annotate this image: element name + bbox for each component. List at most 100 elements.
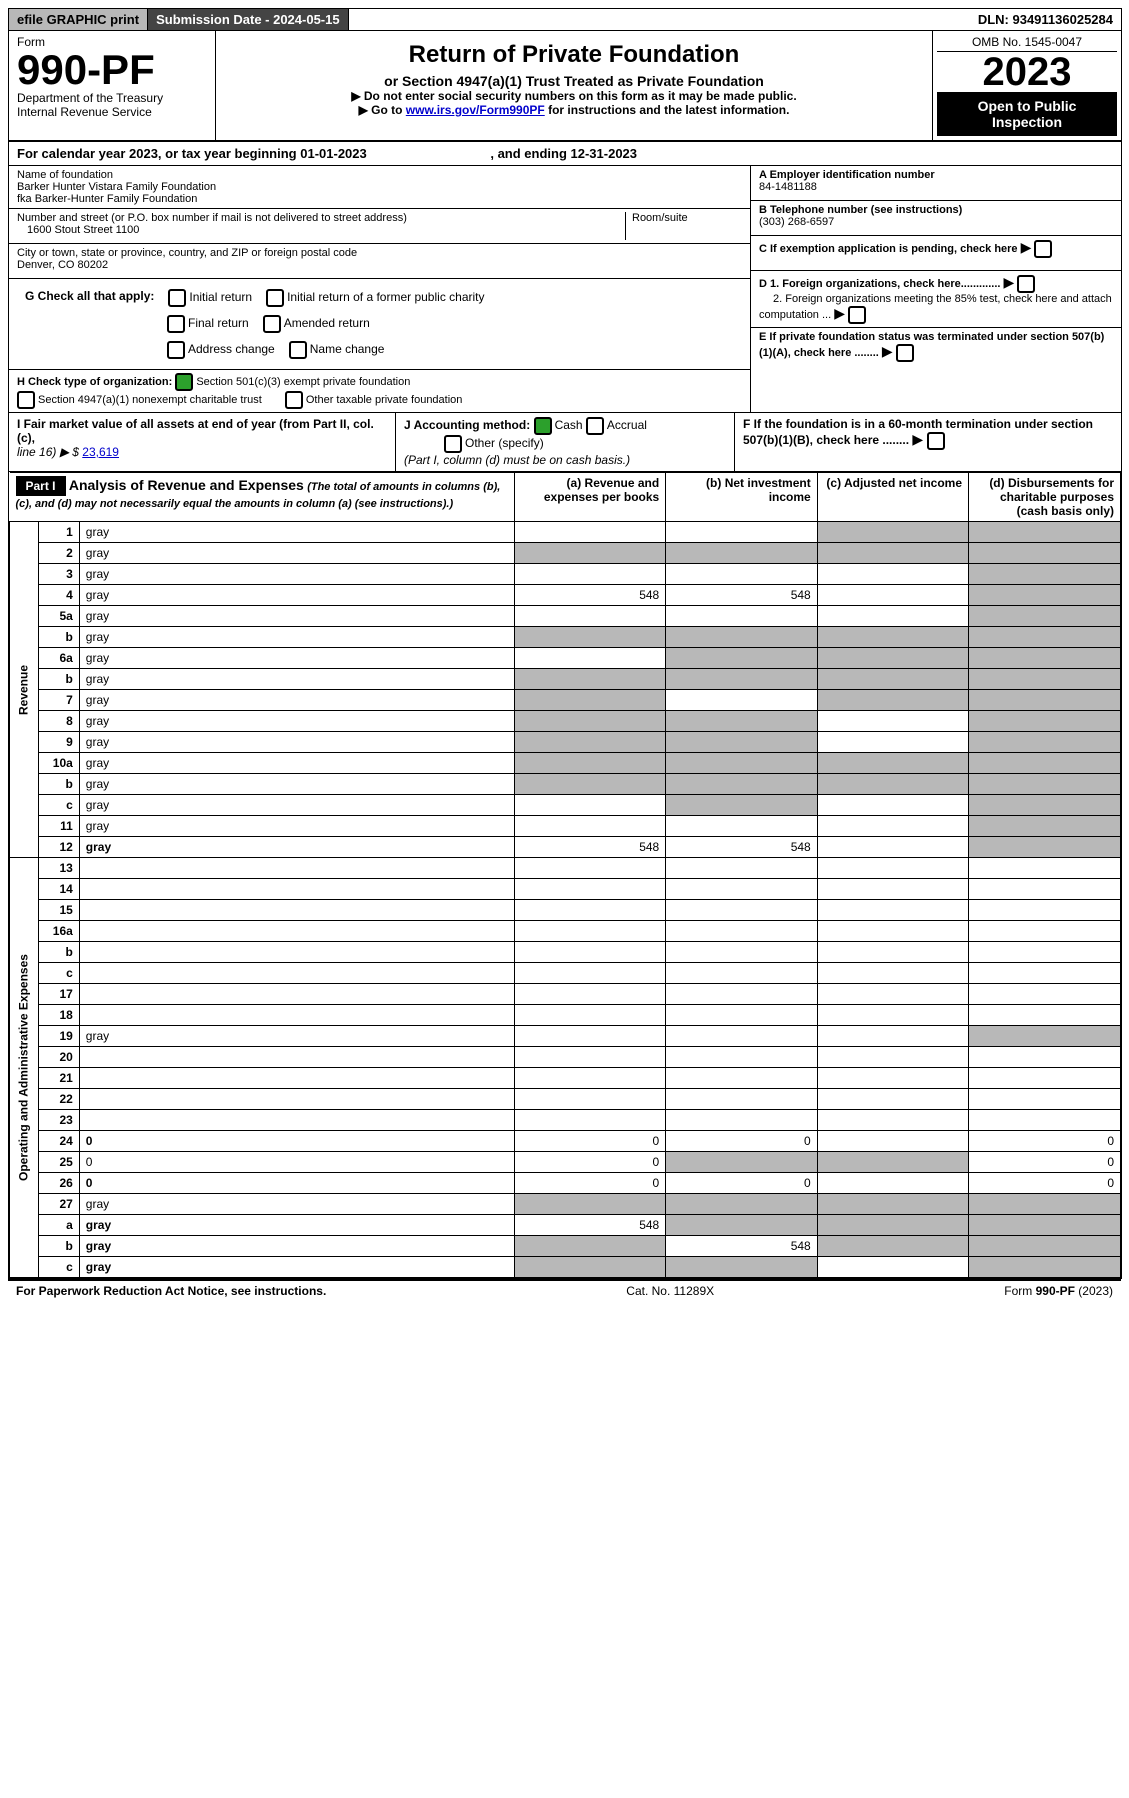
- row-num: 4: [38, 585, 79, 606]
- cb-4947[interactable]: [17, 391, 35, 409]
- cell-b: [666, 1152, 818, 1173]
- h-label: H Check type of organization:: [17, 376, 172, 388]
- cell-d: [969, 795, 1121, 816]
- cell-c: [817, 795, 968, 816]
- col-b: (b) Net investment income: [666, 473, 818, 522]
- row-num: 20: [38, 1047, 79, 1068]
- cell-a: [514, 732, 665, 753]
- row-desc: [79, 984, 514, 1005]
- cell-a: [514, 711, 665, 732]
- footer: For Paperwork Reduction Act Notice, see …: [8, 1279, 1121, 1301]
- cb-d1[interactable]: [1017, 275, 1035, 293]
- row-desc: gray: [79, 543, 514, 564]
- cell-c: [817, 1194, 968, 1215]
- cell-b: [666, 1257, 818, 1278]
- cell-b: [666, 1047, 818, 1068]
- cell-c: [817, 963, 968, 984]
- cell-d: [969, 627, 1121, 648]
- part1-heading: Analysis of Revenue and Expenses: [69, 477, 304, 493]
- cb-c[interactable]: [1034, 240, 1052, 258]
- info-block: Name of foundation Barker Hunter Vistara…: [9, 166, 1121, 413]
- part1-table: Part I Analysis of Revenue and Expenses …: [9, 472, 1121, 1278]
- row-ijf: I Fair market value of all assets at end…: [9, 413, 1121, 472]
- cell-c: [817, 669, 968, 690]
- cb-other[interactable]: [444, 435, 462, 453]
- row-desc: [79, 1110, 514, 1131]
- foundation-name1: Barker Hunter Vistara Family Foundation: [17, 181, 742, 193]
- cell-a: [514, 1257, 665, 1278]
- irs-link[interactable]: www.irs.gov/Form990PF: [406, 103, 545, 117]
- row-num: b: [38, 669, 79, 690]
- cb-e[interactable]: [896, 344, 914, 362]
- inst2-post: for instructions and the latest informat…: [545, 103, 790, 117]
- cb-d2[interactable]: [848, 306, 866, 324]
- cell-c: [817, 753, 968, 774]
- cell-d: [969, 921, 1121, 942]
- cell-a: [514, 774, 665, 795]
- cell-c: [817, 1026, 968, 1047]
- fmv-link[interactable]: 23,619: [82, 445, 119, 459]
- row-desc: gray: [79, 1257, 514, 1278]
- cell-d: [969, 711, 1121, 732]
- footer-right: Form 990-PF (2023): [1004, 1284, 1113, 1298]
- cell-c: [817, 837, 968, 858]
- cb-final[interactable]: [167, 315, 185, 333]
- cell-b: [666, 1110, 818, 1131]
- cell-a: [514, 753, 665, 774]
- row-num: b: [38, 1236, 79, 1257]
- efile-label[interactable]: efile GRAPHIC print: [9, 9, 148, 30]
- cb-initial-former[interactable]: [266, 289, 284, 307]
- cell-d: [969, 690, 1121, 711]
- cb-amended[interactable]: [263, 315, 281, 333]
- row-desc: [79, 942, 514, 963]
- cell-c: [817, 879, 968, 900]
- cb-accrual[interactable]: [586, 417, 604, 435]
- cb-initial[interactable]: [168, 289, 186, 307]
- cb-cash[interactable]: [534, 417, 552, 435]
- row-num: 8: [38, 711, 79, 732]
- cb-f[interactable]: [927, 432, 945, 450]
- cell-c: [817, 564, 968, 585]
- row-num: 10a: [38, 753, 79, 774]
- row-desc: [79, 858, 514, 879]
- row-desc: gray: [79, 1215, 514, 1236]
- dept: Department of the Treasury: [17, 91, 207, 105]
- row-num: 16a: [38, 921, 79, 942]
- row-num: b: [38, 774, 79, 795]
- row-num: 19: [38, 1026, 79, 1047]
- cb-other-tax[interactable]: [285, 391, 303, 409]
- cb-namechg[interactable]: [289, 341, 307, 359]
- i-label: I Fair market value of all assets at end…: [17, 417, 374, 445]
- cell-d: 0: [969, 1131, 1121, 1152]
- row-num: 1: [38, 522, 79, 543]
- row-num: 3: [38, 564, 79, 585]
- cell-a: 548: [514, 837, 665, 858]
- row-desc: [79, 1005, 514, 1026]
- cell-d: 0: [969, 1152, 1121, 1173]
- instruction-2: ▶ Go to www.irs.gov/Form990PF for instru…: [222, 103, 926, 117]
- cell-a: [514, 606, 665, 627]
- cb-addrchg[interactable]: [167, 341, 185, 359]
- cell-b: [666, 1215, 818, 1236]
- row-num: c: [38, 963, 79, 984]
- cell-a: [514, 921, 665, 942]
- cell-b: 0: [666, 1131, 818, 1152]
- row-num: 2: [38, 543, 79, 564]
- row-desc: gray: [79, 816, 514, 837]
- cell-d: [969, 900, 1121, 921]
- row-num: 17: [38, 984, 79, 1005]
- inst2-pre: ▶ Go to: [359, 103, 406, 117]
- cell-b: [666, 711, 818, 732]
- cell-c: [817, 1005, 968, 1026]
- cb-501c3[interactable]: [175, 373, 193, 391]
- cell-b: [666, 627, 818, 648]
- cell-c: [817, 690, 968, 711]
- g-label: G Check all that apply:: [25, 289, 154, 307]
- row-num: 7: [38, 690, 79, 711]
- irs: Internal Revenue Service: [17, 105, 207, 119]
- cell-a: [514, 1089, 665, 1110]
- form-title: Return of Private Foundation: [222, 41, 926, 69]
- row-desc: gray: [79, 585, 514, 606]
- row-desc: gray: [79, 774, 514, 795]
- cell-a: 0: [514, 1131, 665, 1152]
